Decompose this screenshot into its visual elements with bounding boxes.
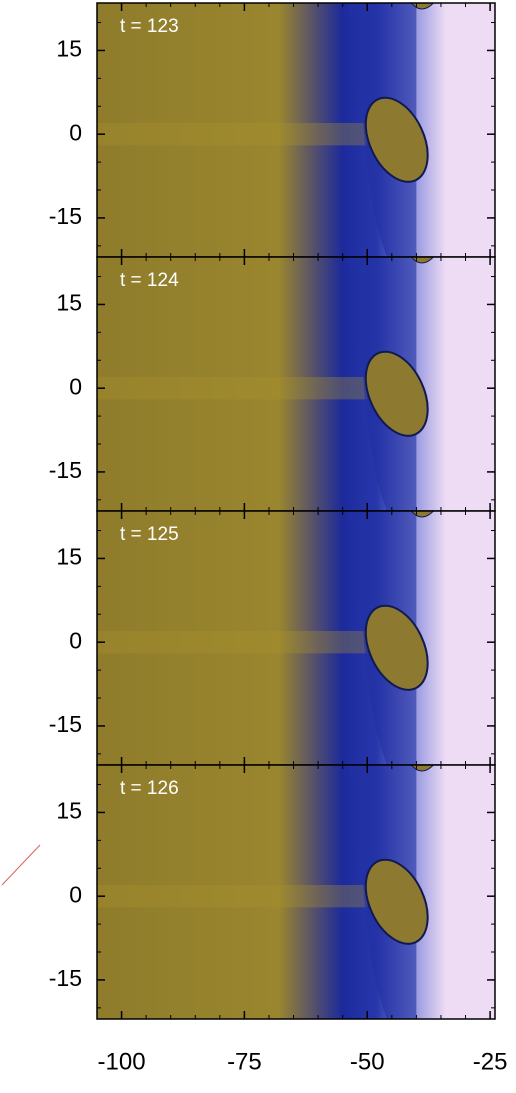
y-tick-label: -15 [49, 457, 82, 483]
heatmap [97, 765, 495, 1019]
y-tick-label: 15 [56, 798, 82, 824]
jet-band [97, 631, 368, 654]
heatmap-field [97, 3, 495, 257]
y-tick-label: -15 [49, 965, 82, 991]
jet-band [97, 377, 368, 400]
y-tick-label: 15 [56, 290, 82, 316]
x-tick-label: -25 [473, 1048, 508, 1075]
y-tick-label: 0 [69, 373, 82, 399]
bow-blob [364, 604, 429, 691]
bow-blob [364, 858, 429, 945]
y-tick-label: 0 [69, 627, 82, 653]
bow-blob [364, 350, 429, 437]
frame [96, 764, 496, 1020]
y-tick-label: 15 [56, 36, 82, 62]
panel-title: t = 126 [120, 778, 179, 799]
panel-title: t = 123 [120, 16, 179, 37]
heatmap [97, 3, 495, 257]
heatmap-field [97, 765, 495, 1019]
y-tick-label: -15 [49, 203, 82, 229]
y-tick-label: 15 [56, 544, 82, 570]
heatmap-field [97, 511, 495, 765]
y-tick-label: 0 [69, 119, 82, 145]
heatmap [97, 511, 495, 765]
stray-line [1, 844, 41, 886]
jet-band [97, 123, 368, 146]
heatmap-field [97, 257, 495, 511]
x-tick-label: -100 [98, 1048, 146, 1075]
panel-title: t = 125 [120, 524, 179, 545]
panel-title: t = 124 [120, 270, 179, 291]
x-tick-label: -75 [227, 1048, 262, 1075]
y-tick-label: -15 [49, 711, 82, 737]
heatmap [97, 257, 495, 511]
y-tick-label: 0 [69, 881, 82, 907]
jet-band [97, 885, 368, 908]
x-tick-label: -50 [350, 1048, 385, 1075]
bow-blob [364, 96, 429, 183]
